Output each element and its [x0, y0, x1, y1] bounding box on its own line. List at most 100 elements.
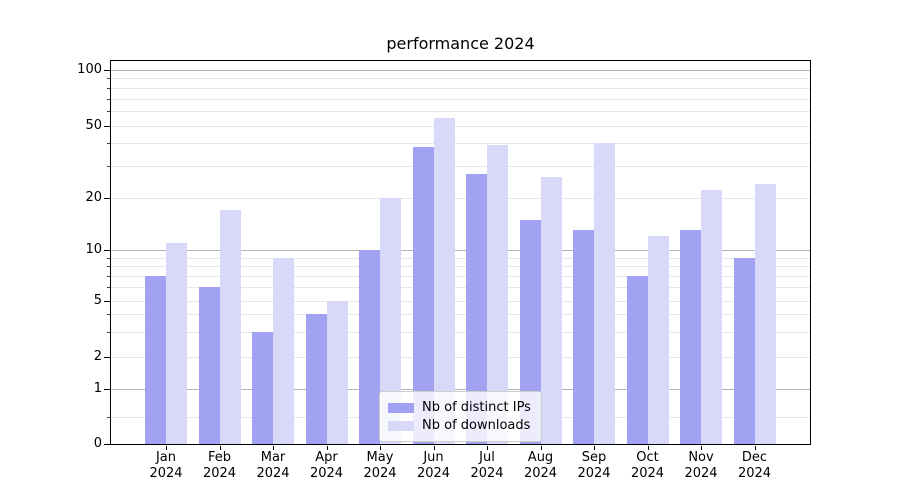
bar-downloads-jun	[433, 117, 455, 444]
bar-distinct-ips-jan	[145, 275, 166, 444]
y-axis-minor-tick	[107, 143, 110, 145]
y-axis-tick	[104, 389, 110, 390]
bar-downloads-feb	[219, 210, 241, 444]
gridline-minor	[111, 98, 810, 100]
y-axis-tick	[104, 198, 110, 199]
y-axis-tick-label: 10	[85, 242, 102, 257]
bar-downloads-dec	[754, 183, 776, 444]
y-axis-minor-tick	[107, 314, 110, 316]
x-axis-tick-label: Aug 2024	[523, 450, 558, 481]
x-axis-tick	[754, 446, 756, 450]
gridline-minor	[111, 78, 810, 80]
y-axis-minor-tick	[107, 266, 110, 268]
gridline-minor	[111, 257, 810, 259]
gridline-minor	[111, 331, 810, 333]
y-axis-tick	[104, 70, 110, 71]
gridline-minor	[111, 110, 810, 112]
gridline-minor	[111, 356, 810, 358]
y-axis-minor-tick	[107, 257, 110, 259]
y-axis-tick	[104, 250, 110, 251]
y-axis-tick	[104, 356, 110, 358]
bar-distinct-ips-dec	[733, 257, 755, 444]
bar-distinct-ips-nov	[680, 230, 701, 444]
bar-downloads-apr	[326, 300, 348, 444]
bar-distinct-ips-mar	[252, 331, 273, 444]
bar-distinct-ips-oct	[626, 275, 648, 444]
gridline-minor	[111, 198, 810, 199]
x-axis-tick	[647, 446, 649, 450]
legend-label-distinct-ips: Nb of distinct IPs	[422, 400, 531, 415]
gridline-minor	[111, 300, 810, 302]
x-axis-tick-label: Sep 2024	[577, 450, 611, 481]
x-axis-tick	[219, 446, 221, 450]
gridline-minor	[111, 287, 810, 289]
gridline-minor	[111, 143, 810, 145]
y-axis-tick-label: 0	[93, 436, 102, 451]
x-axis-tick	[540, 446, 542, 450]
y-axis-tick-label: 50	[85, 117, 102, 133]
y-axis-minor-tick	[107, 331, 110, 333]
gridline-major	[111, 389, 810, 390]
gridline-major	[111, 70, 810, 71]
y-axis-minor-tick	[107, 78, 110, 80]
x-axis-tick	[166, 446, 167, 450]
bar-distinct-ips-apr	[305, 314, 327, 444]
bar-distinct-ips-jul	[466, 174, 487, 444]
x-axis-tick-label: Dec 2024	[737, 450, 772, 481]
legend-label-downloads: Nb of downloads	[422, 418, 531, 433]
bar-downloads-jul	[487, 145, 508, 444]
bar-downloads-sep	[594, 143, 615, 444]
y-axis-minor-tick	[107, 165, 110, 167]
x-axis-tick-label: Apr 2024	[309, 450, 344, 481]
gridline-minor	[111, 125, 810, 127]
bar-downloads-jan	[166, 242, 187, 444]
bar-distinct-ips-aug	[519, 219, 541, 444]
legend-swatch-distinct-ips	[388, 402, 414, 413]
y-axis-minor-tick	[107, 110, 110, 112]
y-axis-tick-label: 1	[93, 381, 102, 396]
bar-downloads-nov	[701, 190, 722, 444]
legend-entry-downloads: Nb of downloads	[388, 417, 531, 434]
y-axis-tick-label: 2	[93, 348, 102, 364]
gridline-minor	[111, 314, 810, 316]
bar-distinct-ips-may	[359, 250, 380, 444]
chart-title: performance 2024	[386, 34, 535, 53]
x-axis-tick-label: Jan 2024	[149, 450, 183, 481]
gridline-minor	[111, 87, 810, 89]
y-axis-minor-tick	[107, 87, 110, 89]
bar-distinct-ips-sep	[573, 230, 594, 444]
legend: Nb of distinct IPs Nb of downloads	[379, 391, 542, 442]
x-axis-tick-label: Jun 2024	[416, 450, 451, 481]
bar-downloads-may	[380, 198, 401, 444]
y-axis-minor-tick	[107, 275, 110, 277]
legend-swatch-downloads	[388, 420, 414, 431]
x-axis-tick	[487, 446, 488, 450]
x-axis-tick	[594, 446, 595, 450]
gridline-major	[111, 250, 810, 251]
y-axis-tick	[104, 300, 110, 302]
bar-distinct-ips-feb	[198, 287, 220, 444]
bar-downloads-oct	[647, 236, 669, 444]
bar-downloads-mar	[273, 257, 294, 444]
bar-downloads-aug	[540, 177, 562, 444]
x-axis-tick	[326, 446, 328, 450]
x-axis-tick-label: Feb 2024	[202, 450, 237, 481]
gridline-minor	[111, 165, 810, 167]
x-axis-tick-label: May 2024	[363, 450, 397, 481]
x-axis-tick	[433, 446, 435, 450]
y-axis-minor-tick	[107, 287, 110, 289]
gridline-minor	[111, 266, 810, 268]
y-axis-minor-tick	[107, 416, 110, 418]
x-axis-tick-label: Jul 2024	[470, 450, 504, 481]
plot-area: Nb of distinct IPs Nb of downloads	[110, 60, 811, 445]
legend-entry-distinct-ips: Nb of distinct IPs	[388, 399, 531, 416]
y-axis-tick	[104, 444, 110, 445]
y-axis-tick-label: 5	[93, 292, 102, 308]
x-axis-tick-label: Mar 2024	[256, 450, 290, 481]
y-axis-tick-label: 20	[85, 190, 102, 205]
y-axis-tick-label: 100	[77, 62, 102, 77]
x-axis-tick-label: Nov 2024	[684, 450, 718, 481]
y-axis-tick	[104, 125, 110, 127]
x-axis-tick	[380, 446, 381, 450]
